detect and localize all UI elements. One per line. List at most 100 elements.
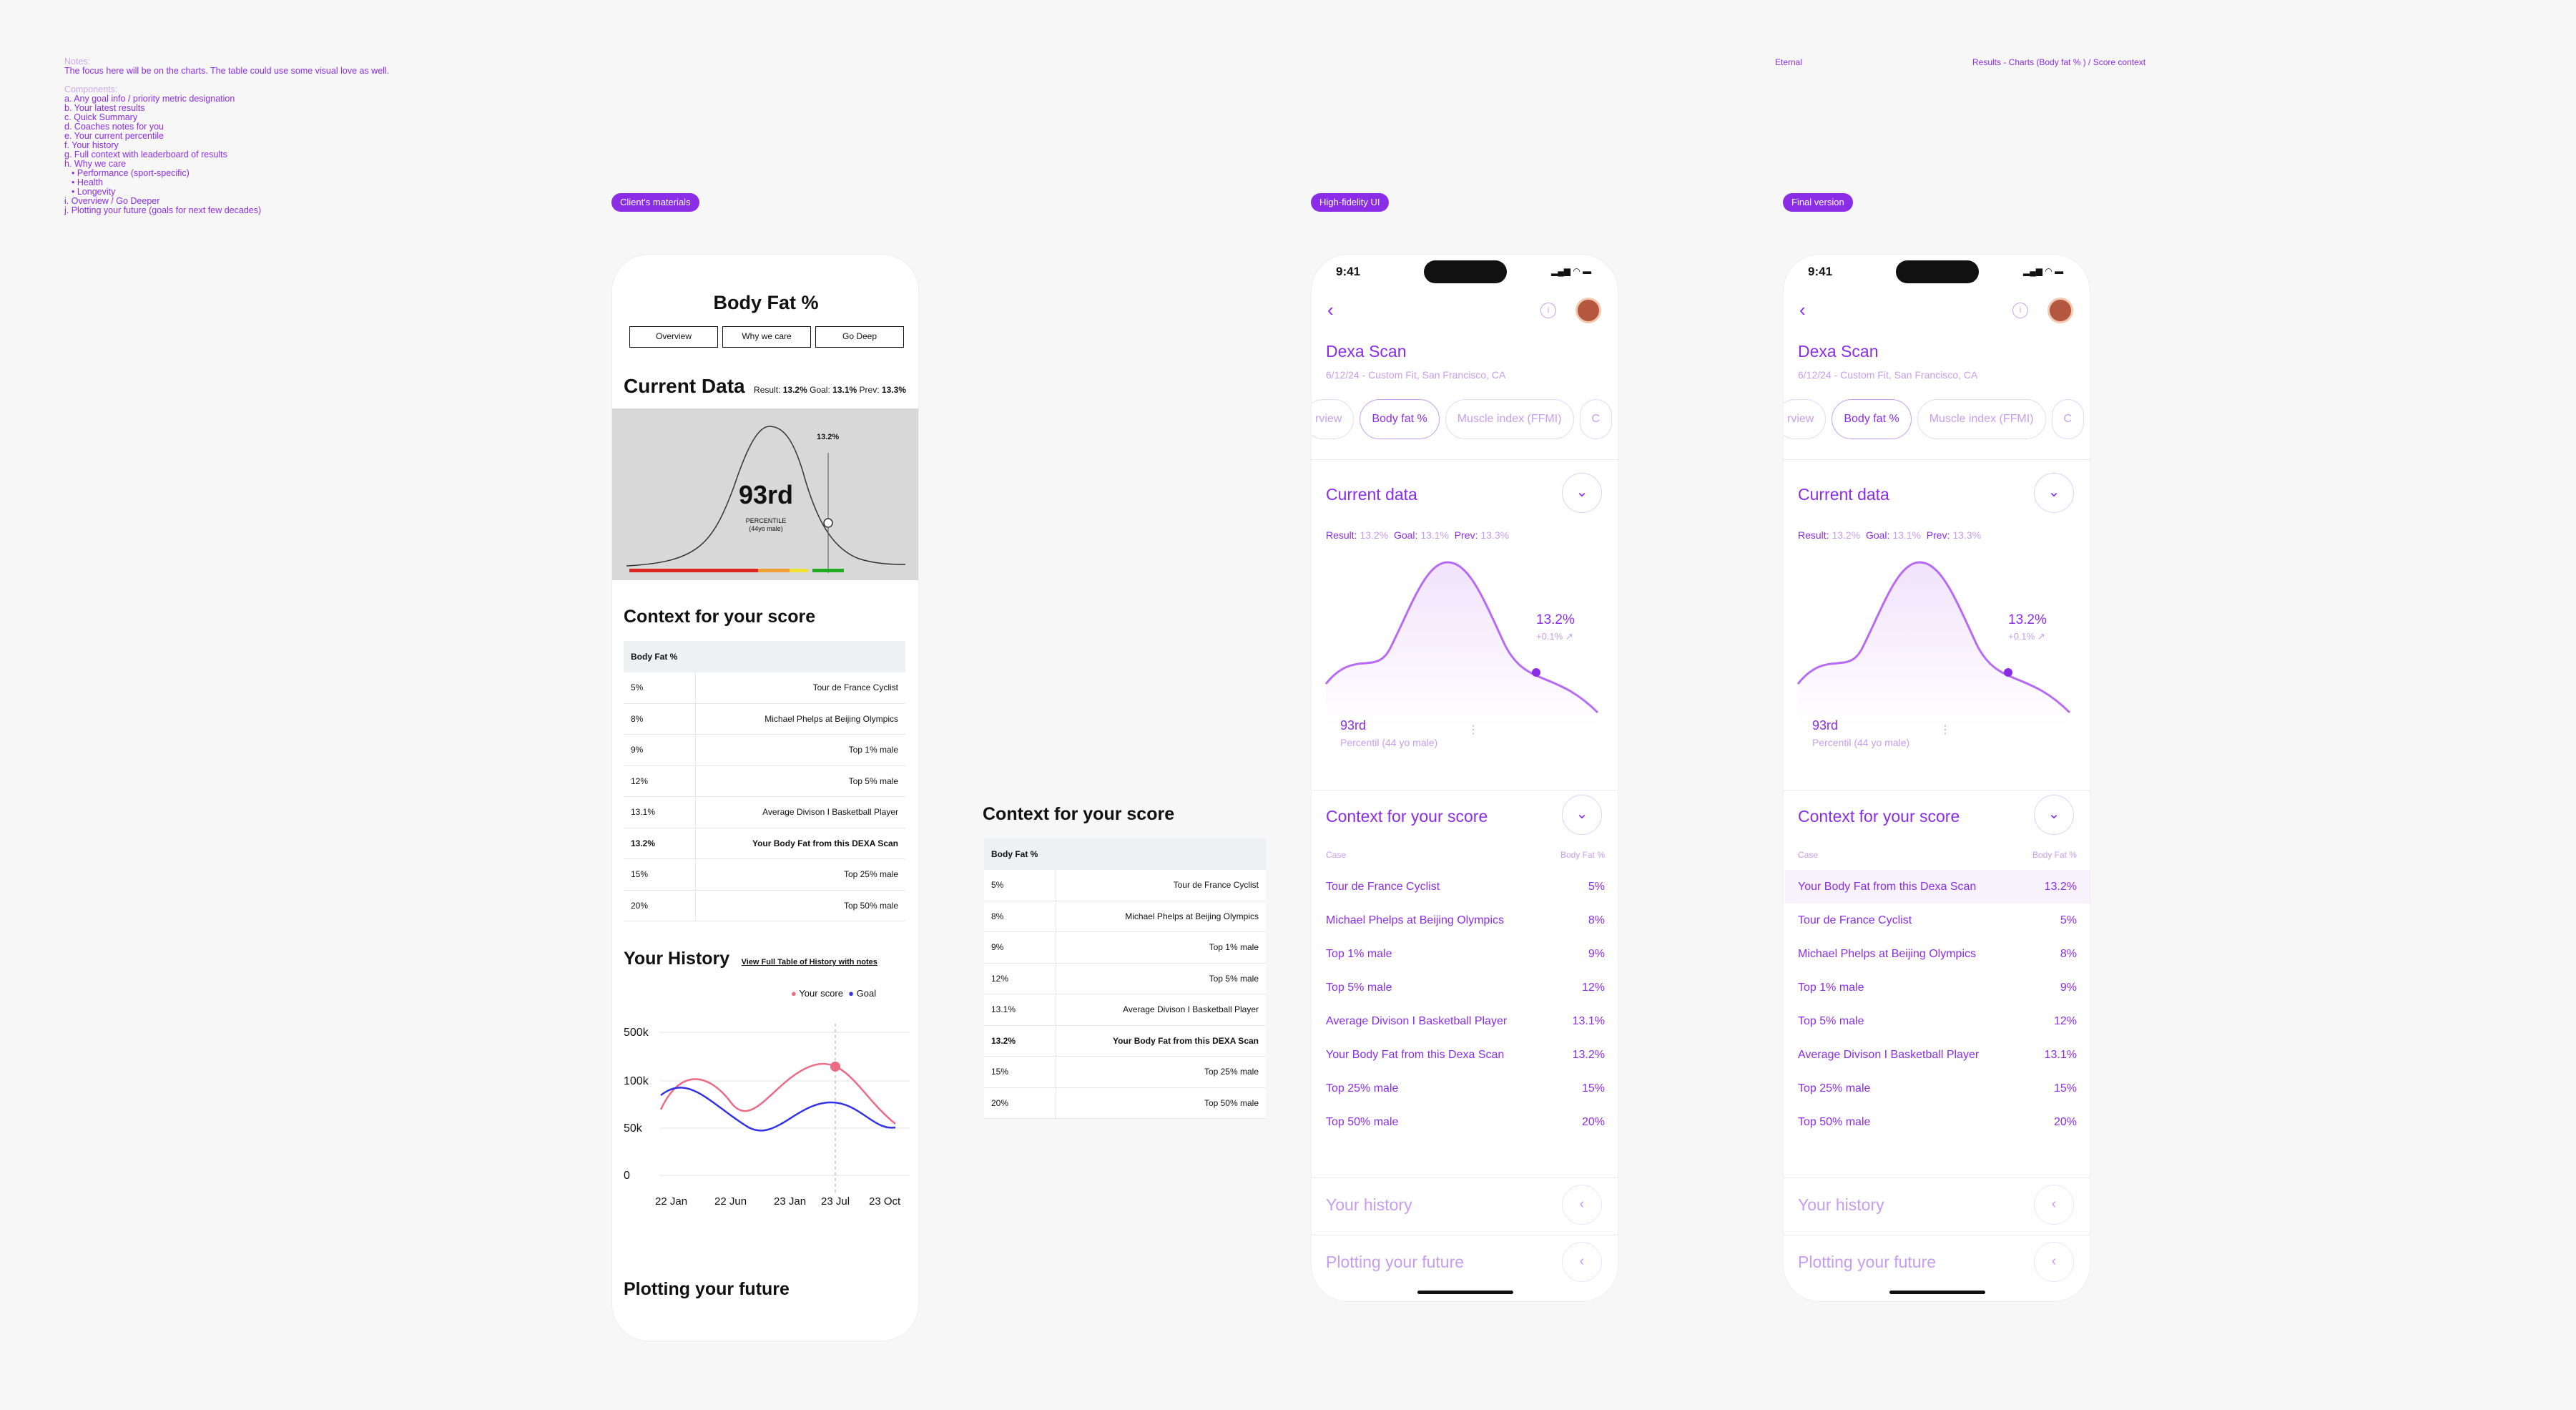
wf-tabs: Overview Why we care Go Deep [629, 326, 904, 348]
list-item: Michael Phelps at Beijing Olympics 8% [1798, 947, 2077, 960]
history-heading: Your history [1326, 1195, 1412, 1214]
wf-context-table: Body Fat % 5% Tour de France Cyclist 8% Mi… [624, 641, 905, 921]
list-item: Average Divison I Basketball Player 13.1% [1326, 1014, 1605, 1027]
breadcrumb: Results - Charts (Body fat % ) / Score c… [1972, 57, 2146, 67]
x-tick: 22 Jun [714, 1195, 747, 1208]
chip-body-fat[interactable]: Body fat % [1832, 399, 1912, 439]
context-heading: Context for your score [1326, 807, 1488, 826]
history-heading: Your history [1798, 1195, 1884, 1214]
chip-overview[interactable]: rview [1784, 399, 1827, 439]
legend-score-label: Your score [799, 988, 843, 999]
wf-future-heading: Plotting your future [624, 1279, 790, 1299]
component-item: h. Why we care [64, 159, 127, 169]
wf-context-heading: Context for your score [624, 607, 816, 627]
metric-chips: rview Body fat % Muscle index (FFMI) C [1784, 399, 2085, 439]
current-heading: Current data [1798, 485, 1889, 504]
list-item: Tour de France Cyclist 5% [1798, 914, 2077, 926]
components-list: a. Any goal info / priority metric desig… [64, 94, 565, 215]
current-summary: Result: 13.2% Goal: 13.1% Prev: 13.3% [1798, 529, 1982, 541]
list-item: Top 1% male 9% [1798, 981, 2077, 994]
list-item: Tour de France Cyclist 5% [1326, 880, 1605, 893]
x-tick: 23 Jul [821, 1195, 850, 1208]
page-subtitle: 6/12/24 - Custom Fit, San Francisco, CA [1326, 369, 1506, 381]
collapse-context-button[interactable]: ⌄ [1562, 795, 1602, 835]
percentile-label: Percentil (44 yo male) [1812, 737, 1910, 748]
current-summary: Result: 13.2% Goal: 13.1% Prev: 13.3% [1326, 529, 1510, 541]
list-item: Average Divison I Basketball Player 13.1% [1798, 1048, 2077, 1061]
wf-distribution-chart: 13.2% 93rd PERCENTILE (44yo male) [612, 408, 918, 580]
col-value: Body Fat % [1560, 850, 1605, 860]
score-line [659, 1062, 896, 1125]
chip-muscle-index[interactable]: Muscle index (FFMI) [1445, 399, 1574, 439]
table-row: 12% Top 5% male [984, 963, 1266, 994]
wf-history-link[interactable]: View Full Table of History with notes [741, 958, 877, 966]
status-icons: ▂▄▆ ◠ ▬ [2023, 266, 2064, 276]
chip-next[interactable]: C [2051, 399, 2085, 439]
table-row: 9% Top 1% male [984, 931, 1266, 964]
wireframe-phone: Body Fat % Overview Why we care Go Deep … [611, 254, 919, 1341]
hifi-distribution-chart [1324, 561, 1599, 727]
chip-muscle-index[interactable]: Muscle index (FFMI) [1917, 399, 2046, 439]
why-item: • Performance (sport-specific) [72, 168, 190, 178]
chip-body-fat[interactable]: Body fat % [1360, 399, 1440, 439]
context-list: Your Body Fat from this Dexa Scan 13.2% T… [1785, 870, 2090, 1139]
list-item-highlighted: Your Body Fat from this Dexa Scan 13.2% [1785, 870, 2090, 904]
avatar[interactable] [2047, 298, 2073, 323]
table-row: 12% Top 5% male [624, 765, 905, 797]
marker-delta: +0.1% ↗ [2008, 631, 2045, 642]
x-tick: 23 Oct [869, 1195, 901, 1208]
table-row: 9% Top 1% male [624, 734, 905, 766]
component-item: c. Quick Summary [64, 112, 138, 122]
wf-tab-overview[interactable]: Overview [629, 326, 718, 348]
more-icon[interactable]: ⋮ [1940, 724, 1951, 736]
metric-chips: rview Body fat % Muscle index (FFMI) C [1312, 399, 1613, 439]
mid-context-table: Body Fat % 5% Tour de France Cyclist 8% Mi… [984, 838, 1266, 1119]
table-row: 13.1% Average Divison I Basketball Player [624, 796, 905, 828]
wf-current-heading: Current Data [624, 375, 745, 397]
wf-bell-svg [626, 426, 906, 573]
home-indicator [1889, 1291, 1985, 1294]
info-icon[interactable]: i [1540, 303, 1556, 318]
home-indicator [1417, 1291, 1513, 1294]
more-icon[interactable]: ⋮ [1468, 724, 1479, 736]
expand-future-button[interactable]: ‹ [1562, 1242, 1602, 1282]
y-tick: 500k [624, 1027, 649, 1039]
avatar[interactable] [1575, 298, 1601, 323]
wf-percentile: 93rd [738, 480, 794, 509]
expand-history-button[interactable]: ‹ [1562, 1185, 1602, 1225]
back-icon[interactable]: ‹ [1799, 299, 1806, 320]
tag-high-fidelity: High-fidelity UI [1311, 193, 1389, 212]
collapse-current-button[interactable]: ⌄ [1562, 473, 1602, 513]
collapse-current-button[interactable]: ⌄ [2034, 473, 2074, 513]
y-tick: 50k [624, 1122, 642, 1135]
wf-tab-deep[interactable]: Go Deep [815, 326, 904, 348]
y-tick: 0 [624, 1170, 630, 1182]
x-tick: 22 Jan [655, 1195, 688, 1208]
future-heading: Plotting your future [1326, 1253, 1465, 1271]
wf-tab-why[interactable]: Why we care [722, 326, 811, 348]
col-case: Case [1326, 850, 1347, 860]
table-row: 20% Top 50% male [624, 890, 905, 921]
info-icon[interactable]: i [2012, 303, 2028, 318]
wf-marker-value: 13.2% [817, 433, 840, 441]
tag-final-version: Final version [1783, 193, 1853, 212]
wf-history-chart: 500k 100k 50k 0 22 Jan 22 Jun 23 Jan 23 … [624, 1024, 917, 1210]
component-item: g. Full context with leaderboard of resu… [64, 150, 227, 160]
table-row: 15% Top 25% male [624, 858, 905, 891]
mid-context-heading: Context for your score [983, 804, 1175, 824]
expand-history-button[interactable]: ‹ [2034, 1185, 2074, 1225]
collapse-context-button[interactable]: ⌄ [2034, 795, 2074, 835]
chip-overview[interactable]: rview [1312, 399, 1355, 439]
wf-legend: ● Your score ● Goal [791, 988, 876, 999]
y-tick: 100k [624, 1075, 649, 1087]
expand-future-button[interactable]: ‹ [2034, 1242, 2074, 1282]
wf-percentile-label: PERCENTILE [745, 517, 787, 524]
chip-next[interactable]: C [1579, 399, 1613, 439]
list-item: Top 50% male 20% [1326, 1115, 1605, 1128]
component-item: e. Your current percentile [64, 131, 164, 141]
back-icon[interactable]: ‹ [1327, 299, 1334, 320]
wf-result: Result: 13.2% Goal: 13.1% Prev: 13.3% [754, 385, 906, 395]
components-title: Components: [64, 84, 118, 94]
list-item: Top 25% male 15% [1798, 1082, 2077, 1095]
hifi-phone: 9:41 ▂▄▆ ◠ ▬ ‹ i Dexa Scan 6/12/24 - Cus… [1311, 254, 1618, 1302]
